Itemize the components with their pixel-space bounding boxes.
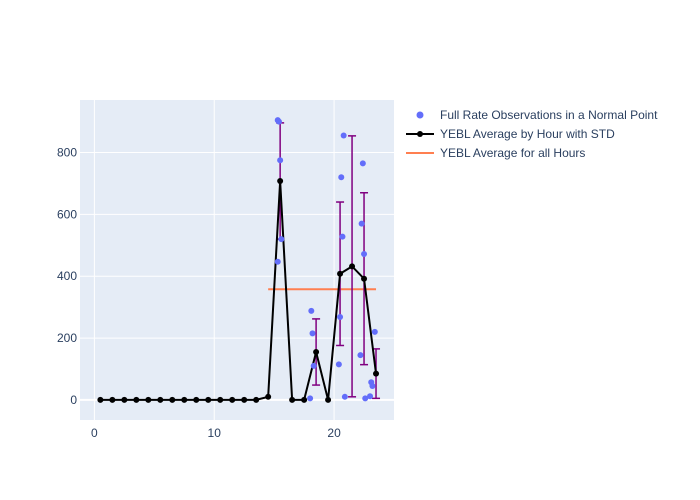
observation-point[interactable] <box>357 352 364 359</box>
legend-hourly-average-marker <box>417 131 423 137</box>
legend-item-hourly-average[interactable]: YEBL Average by Hour with STD <box>406 127 615 141</box>
legend-item-overall-average[interactable]: YEBL Average for all Hours <box>406 146 585 160</box>
hourly-average-markers <box>97 178 380 403</box>
hourly-average-point[interactable] <box>193 396 200 403</box>
y-axis-ticks: 0 200 400 600 800 <box>57 146 77 407</box>
observation-points <box>274 117 378 402</box>
hourly-average-point[interactable] <box>181 396 188 403</box>
observation-point[interactable] <box>341 393 348 400</box>
hourly-average-point[interactable] <box>325 396 332 403</box>
observation-point[interactable] <box>362 395 369 402</box>
observation-point[interactable] <box>361 250 368 257</box>
hourly-average-point[interactable] <box>205 396 212 403</box>
y-tick-label: 0 <box>70 393 77 407</box>
hourly-average-point[interactable] <box>241 396 248 403</box>
y-tick-label: 200 <box>57 331 77 345</box>
hourly-average-point[interactable] <box>349 263 356 270</box>
hourly-average-point[interactable] <box>121 396 128 403</box>
x-axis-ticks: 0 10 20 <box>91 426 341 440</box>
x-tick-label: 10 <box>208 426 222 440</box>
hourly-average-point[interactable] <box>145 396 152 403</box>
hourly-average-point[interactable] <box>133 396 140 403</box>
hourly-average-point[interactable] <box>217 396 224 403</box>
x-tick-label: 0 <box>91 426 98 440</box>
observation-point[interactable] <box>359 160 366 167</box>
legend-observations-marker <box>416 111 424 119</box>
legend-overall-average-label: YEBL Average for all Hours <box>440 146 585 160</box>
y-tick-label: 600 <box>57 207 77 221</box>
observation-point[interactable] <box>338 174 345 181</box>
observation-point[interactable] <box>308 307 315 314</box>
hourly-average-point[interactable] <box>289 396 296 403</box>
observation-point[interactable] <box>369 382 376 389</box>
observation-point[interactable] <box>277 157 284 164</box>
observation-point[interactable] <box>310 362 317 369</box>
observation-point[interactable] <box>275 118 282 125</box>
observation-point[interactable] <box>358 220 365 227</box>
observation-point[interactable] <box>307 395 314 402</box>
hourly-average-point[interactable] <box>277 178 284 185</box>
hourly-average-point[interactable] <box>169 396 176 403</box>
hourly-average-point[interactable] <box>373 370 380 377</box>
legend[interactable]: Full Rate Observations in a Normal Point… <box>406 108 658 160</box>
observation-point[interactable] <box>371 328 378 335</box>
observation-point[interactable] <box>274 258 281 265</box>
hourly-average-point[interactable] <box>229 396 236 403</box>
observation-point[interactable] <box>337 314 344 321</box>
y-tick-label: 400 <box>57 269 77 283</box>
observation-point[interactable] <box>340 132 347 139</box>
hourly-average-point[interactable] <box>253 396 260 403</box>
hourly-average-point[interactable] <box>313 348 320 355</box>
legend-observations-label: Full Rate Observations in a Normal Point <box>440 108 658 122</box>
plot-background <box>80 100 394 420</box>
observation-point[interactable] <box>339 233 346 240</box>
hourly-average-point[interactable] <box>265 393 272 400</box>
hourly-average-point[interactable] <box>157 396 164 403</box>
observation-point[interactable] <box>335 361 342 368</box>
legend-item-observations[interactable]: Full Rate Observations in a Normal Point <box>416 108 659 122</box>
y-tick-label: 800 <box>57 146 77 160</box>
x-tick-label: 20 <box>327 426 341 440</box>
hourly-average-point[interactable] <box>97 396 104 403</box>
observation-point[interactable] <box>309 330 316 337</box>
hourly-average-point[interactable] <box>109 396 116 403</box>
observation-point[interactable] <box>367 393 374 400</box>
hourly-average-point[interactable] <box>337 270 344 277</box>
observation-point[interactable] <box>278 236 285 243</box>
hourly-average-point[interactable] <box>301 396 308 403</box>
legend-hourly-average-label: YEBL Average by Hour with STD <box>440 127 615 141</box>
hourly-average-point[interactable] <box>361 275 368 282</box>
